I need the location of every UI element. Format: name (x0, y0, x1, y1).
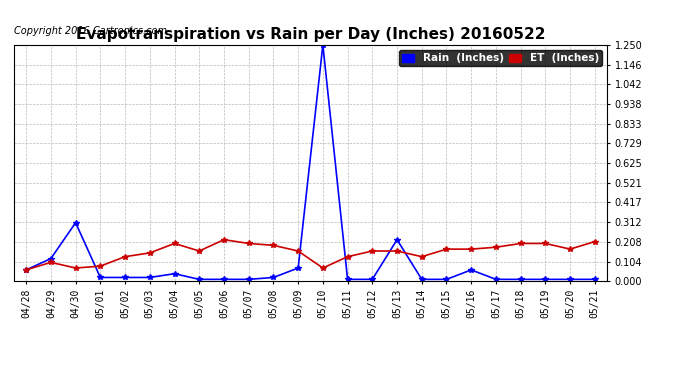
ET  (Inches) (47, 260, 55, 265)
ET  (Inches) (393, 249, 401, 253)
ET  (Inches) (417, 254, 426, 259)
ET  (Inches) (170, 241, 179, 246)
Rain  (Inches) (591, 277, 599, 282)
ET  (Inches) (492, 245, 500, 249)
ET  (Inches) (146, 251, 154, 255)
ET  (Inches) (591, 239, 599, 244)
Rain  (Inches) (195, 277, 204, 282)
ET  (Inches) (294, 249, 302, 253)
Rain  (Inches) (96, 275, 104, 280)
ET  (Inches) (244, 241, 253, 246)
ET  (Inches) (541, 241, 549, 246)
ET  (Inches) (121, 254, 129, 259)
ET  (Inches) (96, 264, 104, 268)
ET  (Inches) (195, 249, 204, 253)
ET  (Inches) (22, 268, 30, 272)
Rain  (Inches) (170, 272, 179, 276)
Rain  (Inches) (146, 275, 154, 280)
ET  (Inches) (467, 247, 475, 251)
ET  (Inches) (269, 243, 277, 248)
Rain  (Inches) (541, 277, 549, 282)
Rain  (Inches) (319, 43, 327, 47)
Line: ET  (Inches): ET (Inches) (23, 237, 598, 273)
Title: Evapotranspiration vs Rain per Day (Inches) 20160522: Evapotranspiration vs Rain per Day (Inch… (76, 27, 545, 42)
Legend: Rain  (Inches), ET  (Inches): Rain (Inches), ET (Inches) (399, 50, 602, 66)
Text: Copyright 2016 Cartronics.com: Copyright 2016 Cartronics.com (14, 26, 167, 36)
ET  (Inches) (319, 266, 327, 270)
Rain  (Inches) (121, 275, 129, 280)
ET  (Inches) (566, 247, 574, 251)
Rain  (Inches) (47, 256, 55, 261)
Rain  (Inches) (467, 268, 475, 272)
Rain  (Inches) (442, 277, 451, 282)
Rain  (Inches) (22, 268, 30, 272)
Line: Rain  (Inches): Rain (Inches) (23, 42, 598, 282)
ET  (Inches) (517, 241, 525, 246)
Rain  (Inches) (269, 275, 277, 280)
Rain  (Inches) (344, 277, 352, 282)
ET  (Inches) (442, 247, 451, 251)
ET  (Inches) (344, 254, 352, 259)
Rain  (Inches) (492, 277, 500, 282)
Rain  (Inches) (517, 277, 525, 282)
Rain  (Inches) (294, 266, 302, 270)
Rain  (Inches) (72, 220, 80, 225)
Rain  (Inches) (220, 277, 228, 282)
ET  (Inches) (368, 249, 377, 253)
Rain  (Inches) (244, 277, 253, 282)
ET  (Inches) (72, 266, 80, 270)
Rain  (Inches) (368, 277, 377, 282)
Rain  (Inches) (393, 237, 401, 242)
Rain  (Inches) (566, 277, 574, 282)
Rain  (Inches) (417, 277, 426, 282)
ET  (Inches) (220, 237, 228, 242)
